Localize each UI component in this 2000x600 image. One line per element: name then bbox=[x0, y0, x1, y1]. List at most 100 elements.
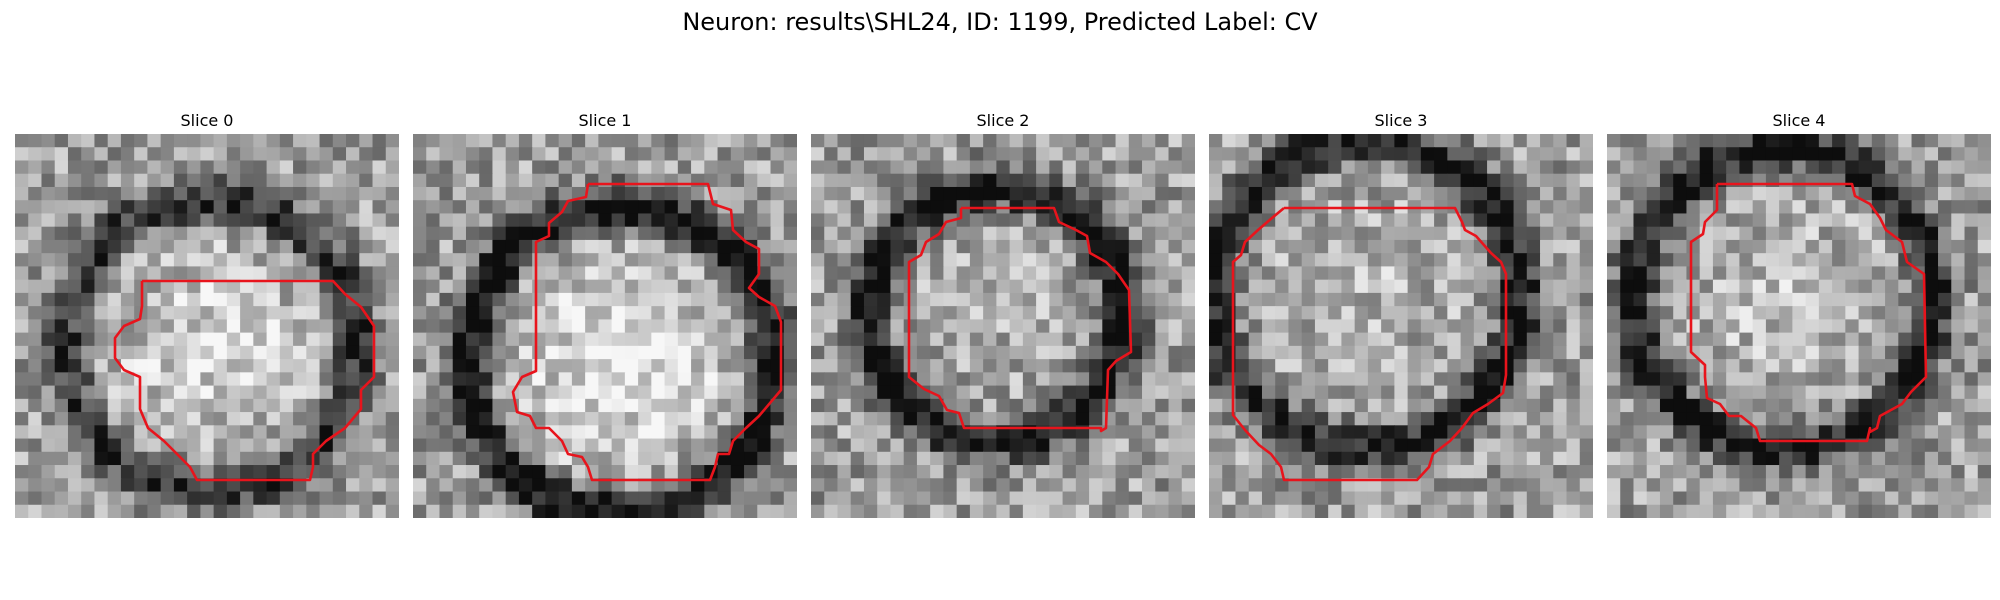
pixel bbox=[173, 491, 188, 506]
pixel bbox=[359, 504, 374, 518]
pixel bbox=[372, 491, 387, 506]
pixel bbox=[332, 134, 347, 148]
pixel bbox=[1434, 359, 1448, 373]
pixel bbox=[1858, 491, 1873, 506]
pixel bbox=[930, 438, 945, 453]
pixel bbox=[585, 239, 599, 254]
pixel bbox=[107, 385, 122, 400]
pixel bbox=[1102, 398, 1117, 413]
pixel bbox=[1818, 504, 1833, 518]
pixel bbox=[1938, 279, 1952, 294]
pixel bbox=[983, 504, 997, 518]
pixel bbox=[1526, 412, 1541, 426]
pixel bbox=[1128, 332, 1143, 347]
pixel bbox=[1447, 451, 1462, 466]
pixel bbox=[1513, 425, 1528, 440]
pixel bbox=[1036, 253, 1050, 268]
pixel bbox=[877, 226, 892, 241]
pixel bbox=[624, 279, 639, 294]
pixel bbox=[877, 306, 892, 320]
pixel bbox=[41, 160, 56, 175]
pixel bbox=[54, 253, 69, 268]
pixel bbox=[94, 385, 109, 400]
pixel bbox=[226, 359, 241, 373]
pixel bbox=[1367, 226, 1382, 241]
pixel bbox=[1407, 425, 1422, 440]
pixel bbox=[890, 478, 905, 493]
pixel bbox=[558, 412, 573, 426]
pixel bbox=[664, 319, 679, 334]
pixel bbox=[54, 319, 69, 334]
pixel bbox=[1487, 504, 1501, 518]
pixel bbox=[1885, 266, 1899, 281]
pixel bbox=[67, 200, 82, 215]
pixel bbox=[969, 173, 984, 188]
pixel bbox=[1314, 226, 1329, 241]
pixel bbox=[1102, 425, 1117, 440]
pixel bbox=[1500, 438, 1515, 453]
pixel bbox=[969, 504, 984, 518]
pixel bbox=[1765, 186, 1780, 201]
pixel bbox=[1115, 160, 1130, 175]
pixel bbox=[651, 319, 666, 334]
pixel bbox=[730, 306, 745, 320]
pixel bbox=[677, 491, 692, 506]
pixel bbox=[1726, 239, 1741, 254]
pixel bbox=[1832, 253, 1846, 268]
pixel bbox=[1102, 319, 1117, 334]
slice-title-2: Slice 2 bbox=[976, 111, 1030, 130]
pixel bbox=[1009, 186, 1024, 201]
pixel bbox=[465, 425, 480, 440]
pixel bbox=[824, 412, 839, 426]
pixel bbox=[1089, 160, 1103, 175]
pixel bbox=[1381, 372, 1395, 387]
pixel bbox=[147, 200, 162, 215]
pixel bbox=[81, 213, 96, 228]
pixel bbox=[877, 438, 892, 453]
pixel bbox=[1009, 438, 1024, 453]
pixel bbox=[1845, 239, 1860, 254]
pixel bbox=[624, 504, 639, 518]
pixel bbox=[426, 147, 441, 162]
pixel bbox=[1142, 213, 1156, 228]
pixel bbox=[1526, 306, 1541, 320]
pixel bbox=[1845, 253, 1860, 268]
pixel bbox=[691, 398, 705, 413]
pixel bbox=[1261, 173, 1276, 188]
pixel bbox=[1818, 160, 1833, 175]
pixel bbox=[293, 372, 307, 387]
pixel bbox=[1181, 160, 1195, 175]
pixel bbox=[1646, 200, 1661, 215]
pixel bbox=[1938, 160, 1952, 175]
pixel bbox=[930, 253, 945, 268]
pixel bbox=[1765, 345, 1780, 360]
pixel bbox=[279, 292, 294, 307]
pixel bbox=[253, 398, 268, 413]
pixel bbox=[372, 359, 387, 373]
pixel bbox=[1288, 332, 1303, 347]
pixel bbox=[1420, 385, 1435, 400]
pixel bbox=[1168, 292, 1183, 307]
pixel bbox=[1155, 372, 1170, 387]
pixel bbox=[1620, 186, 1635, 201]
pixel bbox=[1062, 465, 1077, 479]
pixel bbox=[1049, 253, 1064, 268]
pixel bbox=[1911, 147, 1926, 162]
pixel bbox=[359, 147, 374, 162]
pixel bbox=[930, 385, 945, 400]
pixel bbox=[1420, 438, 1435, 453]
pixel bbox=[306, 292, 321, 307]
pixel bbox=[1062, 186, 1077, 201]
pixel bbox=[253, 319, 268, 334]
pixel bbox=[704, 292, 719, 307]
pixel bbox=[28, 160, 43, 175]
pixel bbox=[730, 491, 745, 506]
pixel bbox=[1394, 385, 1409, 400]
pixel bbox=[811, 173, 825, 188]
pixel bbox=[67, 266, 82, 281]
pixel bbox=[1261, 200, 1276, 215]
pixel bbox=[81, 200, 96, 215]
pixel bbox=[1075, 372, 1090, 387]
pixel bbox=[1513, 332, 1528, 347]
pixel bbox=[1407, 253, 1422, 268]
